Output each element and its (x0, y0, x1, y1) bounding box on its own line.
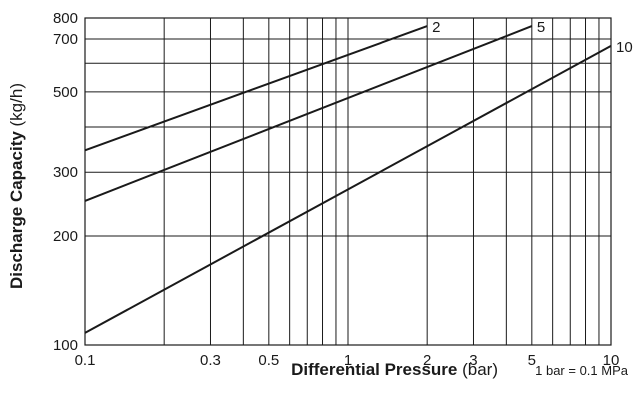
x-axis-unit: (bar) (457, 360, 498, 379)
y-tick-label: 800 (53, 10, 78, 27)
series-label-2: 2 (432, 19, 440, 36)
series-line-2 (84, 25, 428, 152)
y-tick-label: 300 (53, 164, 78, 181)
x-axis-title: Differential Pressure (bar) (291, 360, 498, 379)
series-line-10 (84, 45, 612, 334)
plot-frame (84, 17, 612, 346)
x-tick-label: 1 (344, 352, 352, 369)
unit-conversion-note: 1 bar = 0.1 MPa (535, 363, 629, 378)
series-line-5 (84, 25, 533, 202)
y-axis-label: Discharge Capacity (7, 131, 26, 289)
x-tick-label: 0.3 (200, 352, 221, 369)
series-lines: 2 5 10 (84, 19, 633, 334)
x-axis-label: Differential Pressure (291, 360, 457, 379)
y-tick-label: 200 (53, 228, 78, 245)
x-tick-label: 3 (469, 352, 477, 369)
x-tick-labels: 0.1 0.3 0.5 1 2 3 5 10 (75, 352, 620, 369)
series-label-10: 10 (616, 39, 633, 56)
x-tick-label: 0.1 (75, 352, 96, 369)
x-tick-label: 2 (423, 352, 431, 369)
y-tick-label: 700 (53, 31, 78, 48)
y-axis-unit: (kg/h) (7, 83, 26, 131)
x-tick-label: 5 (528, 352, 536, 369)
x-tick-label: 0.5 (258, 352, 279, 369)
series-label-5: 5 (537, 19, 545, 36)
y-tick-label: 500 (53, 84, 78, 101)
y-tick-labels: 100 200 300 500 700 800 (53, 10, 78, 354)
y-tick-label: 100 (53, 337, 78, 354)
grid (85, 18, 611, 345)
x-tick-label: 10 (603, 352, 620, 369)
y-axis-title: Discharge Capacity (kg/h) (7, 83, 26, 289)
